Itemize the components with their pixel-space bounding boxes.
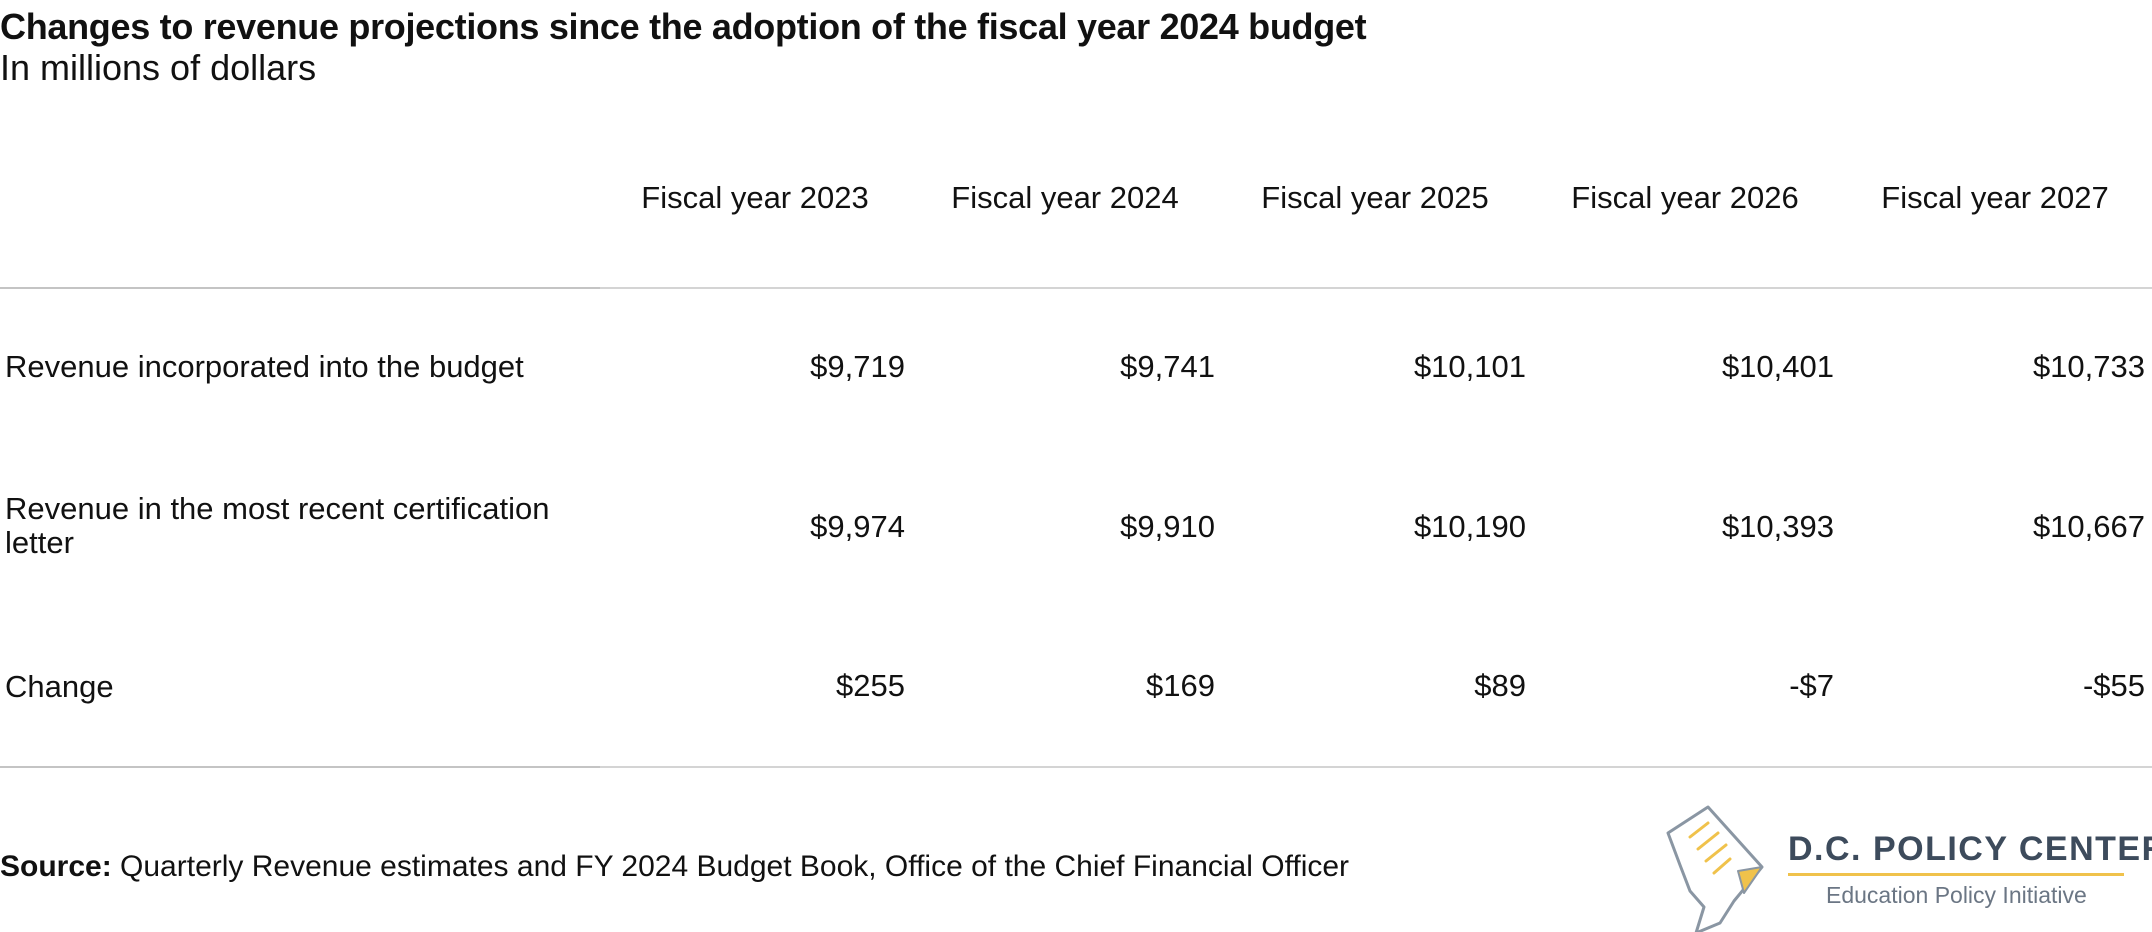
table-cell: $10,733 — [2032, 349, 2145, 384]
table-cell: $10,667 — [2032, 509, 2145, 544]
row-label-budget-revenue: Revenue incorporated into the budget — [5, 349, 524, 384]
table-cell: $9,910 — [1120, 509, 1215, 544]
chart-title: Changes to revenue projections since the… — [0, 6, 1367, 47]
table-cell: $10,393 — [1721, 509, 1834, 544]
column-header-fy2025: Fiscal year 2025 — [1261, 180, 1489, 215]
column-header-fy2026: Fiscal year 2026 — [1571, 180, 1799, 215]
table-cell: $9,974 — [810, 509, 905, 544]
source-label: Source: — [0, 850, 112, 883]
table-cell: $9,719 — [810, 349, 905, 384]
header-divider — [0, 287, 2152, 289]
table-cell: $169 — [1146, 668, 1215, 703]
table-cell: $10,190 — [1413, 509, 1526, 544]
column-header-fy2027: Fiscal year 2027 — [1881, 180, 2109, 215]
table-cell: -$55 — [2082, 668, 2145, 703]
column-header-fy2024: Fiscal year 2024 — [951, 180, 1179, 215]
table-cell: $9,741 — [1120, 349, 1215, 384]
table-cell: $89 — [1474, 668, 1526, 703]
table-cell: -$7 — [1789, 668, 1834, 703]
table-cell: $10,401 — [1721, 349, 1834, 384]
logo-tagline: Education Policy Initiative — [1826, 882, 2087, 908]
row-label-change: Change — [5, 669, 114, 704]
table-cell: $255 — [836, 668, 905, 703]
logo-underline — [1788, 873, 2124, 876]
source-text: Quarterly Revenue estimates and FY 2024 … — [111, 850, 1350, 883]
column-header-fy2023: Fiscal year 2023 — [641, 180, 869, 215]
chart-subtitle: In millions of dollars — [0, 47, 317, 88]
table-cell: $10,101 — [1413, 349, 1526, 384]
dc-map-pen-icon — [1666, 805, 1764, 932]
source-note: Source: Quarterly Revenue estimates and … — [0, 850, 1349, 884]
table-bottom-rule — [0, 766, 2152, 768]
logo-name: D.C. POLICY CENTER — [1788, 830, 2152, 868]
row-label-certification-revenue: Revenue in the most recent certification… — [5, 491, 550, 560]
